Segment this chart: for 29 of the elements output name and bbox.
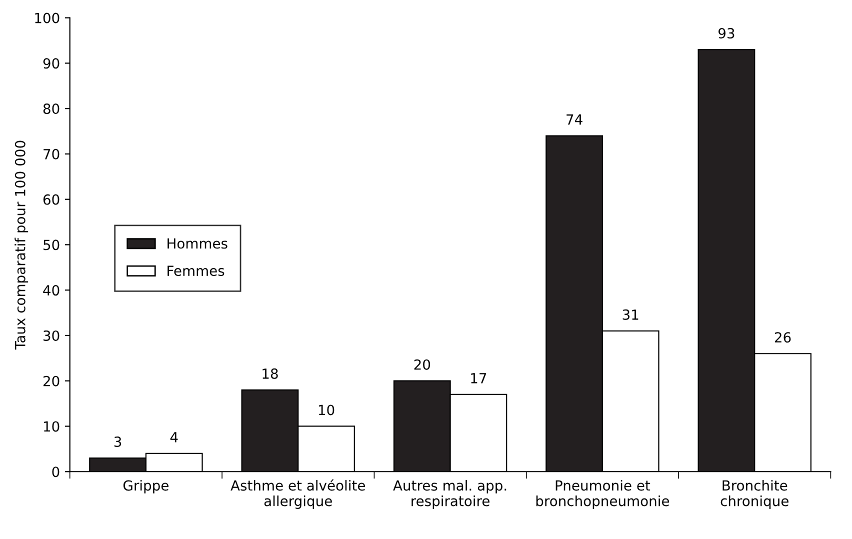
x-tick-label: Grippe bbox=[123, 480, 168, 494]
legend-label: Femmes bbox=[168, 266, 224, 276]
y-tick-label: 40 bbox=[43, 285, 60, 296]
y-tick-label: 0 bbox=[52, 466, 60, 478]
y-tick-label: 60 bbox=[43, 194, 60, 205]
data-label: 93 bbox=[718, 28, 734, 39]
y-tick-label: 90 bbox=[43, 58, 60, 69]
y-tick-label: 10 bbox=[44, 421, 60, 432]
data-label: 17 bbox=[471, 373, 486, 384]
data-label: 31 bbox=[622, 309, 638, 320]
legend-label: Hommes bbox=[168, 238, 228, 249]
data-label: 4 bbox=[170, 432, 178, 442]
y-tick-label: 30 bbox=[44, 330, 60, 341]
y-tick-label: 50 bbox=[44, 240, 60, 250]
data-label: 26 bbox=[774, 332, 791, 343]
data-label: 18 bbox=[262, 368, 278, 379]
data-label: 3 bbox=[114, 436, 122, 447]
y-axis-title: Taux comparatif pour 100 000 bbox=[14, 140, 28, 350]
data-label: 10 bbox=[318, 404, 334, 416]
x-tick-label: Pneumonie et bronchopneumonie bbox=[536, 480, 670, 509]
data-label: 20 bbox=[414, 359, 430, 370]
y-tick-label: 80 bbox=[43, 104, 60, 114]
x-tick-label: Bronchite chronique bbox=[720, 480, 788, 509]
y-tick-label: 70 bbox=[44, 148, 60, 160]
data-label: 74 bbox=[566, 114, 582, 125]
x-tick-label: Autres mal. app. respiratoire bbox=[393, 480, 506, 509]
x-tick-label: Asthme et alvéolite allergique bbox=[230, 479, 365, 509]
y-tick-label: 100 bbox=[35, 12, 60, 24]
y-tick-label: 20 bbox=[43, 376, 60, 386]
